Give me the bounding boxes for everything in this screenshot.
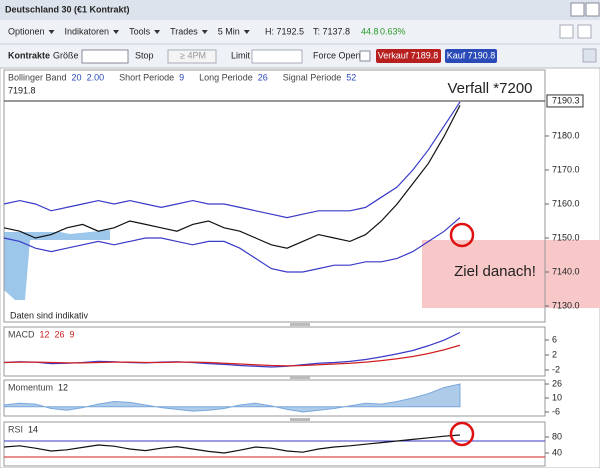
- legend-param: 14: [28, 424, 38, 434]
- menu-item[interactable]: Optionen: [8, 26, 45, 36]
- legend-param: 9: [70, 329, 75, 339]
- price-box: [546, 94, 584, 108]
- target-annotation: Ziel danach!: [454, 263, 536, 280]
- corner-label: 7191.8: [8, 85, 36, 95]
- panel-splitter: [290, 418, 310, 421]
- menu-bar: Optionen Indikatoren Tools Trades 5 Min: [8, 26, 250, 36]
- settings-button[interactable]: [577, 24, 592, 39]
- buy-button[interactable]: [445, 49, 497, 63]
- area: [3, 383, 461, 413]
- target-box: [422, 240, 600, 308]
- dropdown-arrow: [154, 30, 161, 34]
- dropdown-arrow: [48, 30, 55, 34]
- panel-frame: [3, 326, 546, 377]
- close-button[interactable]: [585, 2, 600, 17]
- legend-label: MACD: [8, 329, 35, 339]
- y-tick-label: 7180.0: [552, 130, 580, 140]
- series-line: [3, 344, 461, 367]
- y-tick-label: 7130.0: [552, 300, 580, 310]
- legend-param: 12: [58, 382, 68, 392]
- expiry-annotation: Verfall *7200: [447, 80, 532, 97]
- series-line: [3, 217, 461, 273]
- panel-frame: [3, 69, 546, 323]
- dropdown-arrow: [113, 30, 120, 34]
- size-input[interactable]: [81, 49, 129, 64]
- info-button[interactable]: [559, 24, 574, 39]
- force-open-label: Force Open: [313, 50, 361, 60]
- series-line: [3, 105, 461, 249]
- legend-param: 12: [40, 329, 50, 339]
- panel-splitter: [290, 323, 310, 326]
- legend-label: Momentum: [8, 382, 53, 392]
- quote-change: 44.8: [361, 26, 379, 36]
- y-tick-label: -2: [552, 364, 560, 374]
- menu-item[interactable]: Tools: [129, 26, 151, 36]
- legend-param: 52: [346, 72, 356, 82]
- sell-label: Verkauf 7189.8: [378, 50, 439, 60]
- highlight-circle: [449, 222, 475, 248]
- legend-label: Signal Periode: [283, 72, 342, 82]
- legend-label: RSI: [8, 424, 23, 434]
- y-tick-label: 10: [552, 392, 562, 402]
- legend-param: 9: [179, 72, 184, 82]
- stop-value: ≥ 4PM: [180, 50, 206, 60]
- menu-item[interactable]: 5 Min: [218, 26, 240, 36]
- quote-low: T: 7137.8: [313, 26, 350, 36]
- window-title: Deutschland 30 (€1 Kontrakt): [5, 4, 130, 14]
- series-line: [3, 101, 461, 219]
- legend-label: Long Periode: [199, 72, 253, 82]
- menu-item[interactable]: Trades: [170, 26, 198, 36]
- limit-label: Limit: [231, 50, 251, 60]
- sell-button[interactable]: [376, 49, 441, 63]
- quote-high: H: 7192.5: [265, 26, 304, 36]
- menu-item[interactable]: Indikatoren: [65, 26, 110, 36]
- y-tick-label: 40: [552, 447, 562, 457]
- y-tick-label: 26: [552, 378, 562, 388]
- quote-change-pct: 0.63%: [380, 26, 406, 36]
- price-label: 7190.3: [552, 95, 580, 105]
- y-tick-label: 7170.0: [552, 164, 580, 174]
- panel-splitter: [290, 376, 310, 379]
- legend-param: 2.00: [87, 72, 105, 82]
- panel-frame: [3, 421, 546, 467]
- y-tick-label: 7150.0: [552, 232, 580, 242]
- size-label: Größe: [53, 50, 79, 60]
- series-line: [3, 434, 461, 454]
- stop-input[interactable]: [167, 49, 217, 64]
- dropdown-arrow: [201, 30, 208, 34]
- y-tick-label: 7140.0: [552, 266, 580, 276]
- close-order-bar[interactable]: [582, 48, 597, 63]
- legend-param: 20: [72, 72, 82, 82]
- force-open-checkbox[interactable]: [359, 50, 371, 62]
- highlight-circle: [449, 421, 475, 447]
- y-tick-label: -6: [552, 406, 560, 416]
- legend-param: 26: [258, 72, 268, 82]
- y-tick-label: 80: [552, 431, 562, 441]
- buy-label: Kauf 7190.8: [447, 50, 496, 60]
- contracts-label: Kontrakte: [8, 50, 50, 60]
- legend-param: 26: [55, 329, 65, 339]
- restore-button[interactable]: [570, 2, 585, 17]
- limit-input[interactable]: [251, 49, 303, 64]
- dropdown-arrow: [243, 30, 250, 34]
- y-tick-label: 2: [552, 349, 557, 359]
- y-tick-label: 7160.0: [552, 198, 580, 208]
- legend-label: Short Periode: [119, 72, 174, 82]
- disclaimer: Daten sind indikativ: [10, 310, 89, 320]
- stop-label[interactable]: Stop: [135, 50, 154, 60]
- y-tick-label: 6: [552, 334, 557, 344]
- cloud: [4, 230, 110, 300]
- title-bar: [0, 0, 600, 20]
- legend-label: Bollinger Band: [8, 72, 67, 82]
